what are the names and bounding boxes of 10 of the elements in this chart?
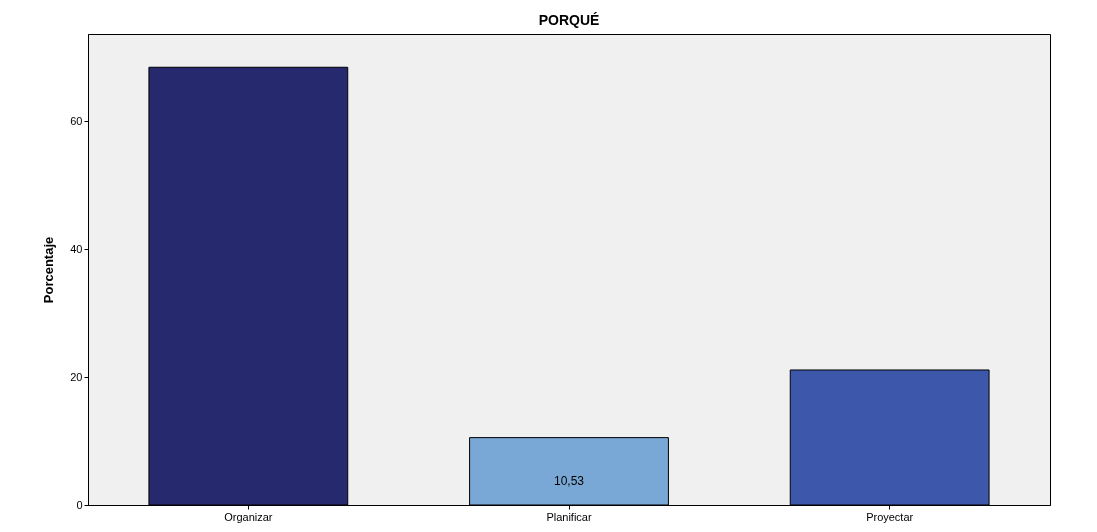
y-axis-title: Porcentaje [41,236,57,304]
x-tick-label: Organizar [224,510,273,523]
data-label: 10,53 [553,474,585,489]
y-tick-label: 0 [76,498,83,511]
x-tick-label: Planificar [546,510,592,523]
chart-title: PORQUÉ [538,12,600,28]
y-tick-label: 40 [70,242,83,255]
x-tick-label: Proyectar [866,510,914,523]
y-tick-label: 60 [70,114,83,127]
y-tick-label: 20 [70,370,83,383]
